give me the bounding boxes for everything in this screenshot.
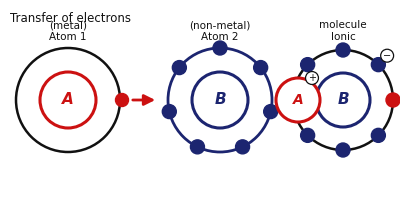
Circle shape bbox=[371, 58, 385, 72]
Circle shape bbox=[286, 93, 300, 107]
Circle shape bbox=[213, 41, 227, 55]
Circle shape bbox=[190, 140, 204, 154]
Circle shape bbox=[264, 105, 278, 119]
Text: Ionic: Ionic bbox=[331, 32, 355, 42]
Text: B: B bbox=[337, 92, 349, 108]
Circle shape bbox=[371, 128, 385, 142]
Circle shape bbox=[162, 105, 176, 119]
Circle shape bbox=[336, 43, 350, 57]
Text: molecule: molecule bbox=[319, 20, 367, 30]
Text: A: A bbox=[62, 92, 74, 108]
Text: (metal): (metal) bbox=[49, 20, 87, 30]
Circle shape bbox=[386, 93, 400, 107]
Circle shape bbox=[301, 58, 315, 72]
Text: Atom 1: Atom 1 bbox=[49, 32, 87, 42]
Text: B: B bbox=[214, 92, 226, 108]
Circle shape bbox=[254, 61, 268, 75]
Circle shape bbox=[336, 143, 350, 157]
Circle shape bbox=[236, 140, 250, 154]
Circle shape bbox=[116, 94, 128, 106]
Text: A: A bbox=[293, 93, 303, 107]
Text: Transfer of electrons: Transfer of electrons bbox=[10, 12, 131, 25]
Circle shape bbox=[276, 78, 320, 122]
Text: (non-metal): (non-metal) bbox=[189, 20, 251, 30]
Circle shape bbox=[172, 61, 186, 75]
Text: −: − bbox=[383, 51, 391, 61]
Circle shape bbox=[301, 128, 315, 142]
Text: Atom 2: Atom 2 bbox=[201, 32, 239, 42]
Text: +: + bbox=[308, 73, 316, 83]
